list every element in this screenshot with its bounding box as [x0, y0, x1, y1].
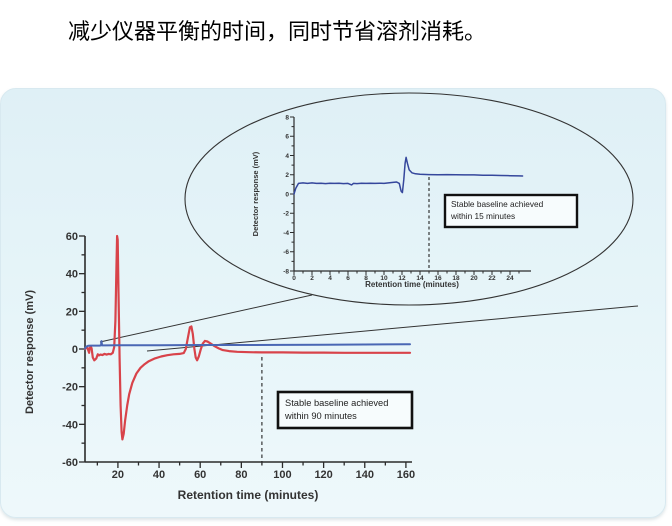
y-tick-label: 4 — [285, 153, 289, 160]
annotation-text-line2: within 90 minutes — [284, 411, 357, 421]
x-axis-label: Retention time (minutes) — [178, 488, 319, 502]
x-axis-label: Retention time (minutes) — [365, 280, 459, 289]
y-tick-label: -4 — [283, 230, 289, 237]
x-tick-label: 16 — [434, 275, 442, 282]
annotation-box — [443, 193, 579, 229]
y-axis-label: Detector response (mV) — [24, 290, 36, 414]
callout-line-upper — [99, 294, 313, 343]
x-tick-label: 4 — [328, 275, 332, 282]
y-tick-label: -40 — [62, 419, 78, 431]
x-tick-label: 20 — [112, 469, 124, 481]
x-tick-label: 100 — [273, 469, 291, 481]
y-tick-label: 40 — [66, 269, 78, 281]
y-tick-label: 2 — [285, 172, 289, 179]
x-tick-label: 20 — [470, 275, 478, 282]
x-tick-label: 14 — [416, 275, 424, 282]
y-tick-label: 6 — [285, 134, 289, 141]
y-tick-label: 0 — [72, 344, 78, 356]
annotation-box — [276, 390, 414, 430]
y-tick-label: -60 — [62, 457, 78, 469]
x-tick-label: 22 — [488, 275, 496, 282]
y-tick-label: 60 — [66, 231, 78, 243]
y-tick-label: 8 — [285, 114, 289, 121]
x-tick-label: 80 — [235, 469, 247, 481]
callout-line-lower — [146, 305, 639, 352]
magnifier-ellipse — [184, 92, 634, 306]
x-tick-label: 140 — [356, 469, 374, 481]
y-tick-label: 20 — [66, 306, 78, 318]
annotation-text-line1: Stable baseline achieved — [285, 398, 388, 408]
x-tick-label: 120 — [314, 469, 332, 481]
x-tick-label: 40 — [153, 469, 165, 481]
y-tick-label: 0 — [285, 191, 289, 198]
x-tick-label: 160 — [397, 469, 415, 481]
series-red-curve — [83, 234, 412, 441]
y-tick-label: -6 — [283, 249, 289, 256]
page-title: 减少仪器平衡的时间，同时节省溶剂消耗。 — [68, 19, 487, 44]
x-tick-label: 10 — [380, 275, 388, 282]
series-blue-curve — [84, 340, 411, 350]
main-chart: 20 40 60 80 100 120 140 160-60-40-200204060Rete… — [24, 231, 415, 502]
annotation-text-line2: within 15 minutes — [450, 211, 515, 221]
x-tick-label: 0 — [292, 275, 296, 282]
x-tick-label: 24 — [506, 275, 514, 282]
x-tick-label: 12 — [398, 275, 406, 282]
x-tick-label: 2 — [310, 275, 314, 282]
y-tick-label: -2 — [283, 211, 289, 218]
series-blue-curve — [293, 156, 524, 195]
x-tick-label: 6 — [346, 275, 350, 282]
y-tick-label: -20 — [62, 382, 78, 394]
annotation-text-line1: Stable baseline achieved — [451, 199, 544, 209]
y-axis-label: Detector response (mV) — [251, 151, 260, 236]
x-tick-label: 60 — [194, 469, 206, 481]
inset-chart: 0 2 4 6 8 10 12 14 16 18 20 22 24-8-6-4-202468Retent… — [251, 114, 579, 289]
x-tick-label: 8 — [364, 275, 368, 282]
x-tick-label: 18 — [452, 275, 460, 282]
chart-panel — [0, 88, 666, 518]
y-tick-label: -8 — [283, 268, 289, 275]
